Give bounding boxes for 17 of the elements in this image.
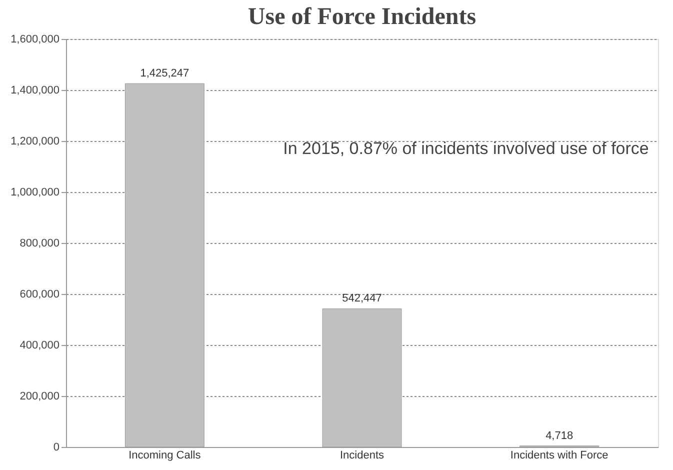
y-tick-label: 1,000,000 — [10, 186, 60, 198]
annotation: In 2015, 0.87% of incidents involved use of force — [283, 139, 649, 158]
data-label: 542,447 — [342, 292, 382, 305]
data-label: 4,718 — [546, 430, 574, 442]
chart-title: Use of Force Incidents — [248, 4, 476, 30]
y-tick-label: 800,000 — [20, 238, 60, 250]
x-tick-label: Incidents — [340, 450, 385, 462]
y-tick-label: 0 — [53, 442, 60, 454]
y-tick-label: 200,000 — [20, 390, 60, 402]
y-tick-label: 600,000 — [20, 288, 60, 300]
x-tick-label: Incoming Calls — [128, 450, 202, 462]
data-label: 1,425,247 — [140, 68, 190, 80]
y-tick-label: 1,400,000 — [10, 84, 60, 96]
y-tick-label: 400,000 — [20, 340, 60, 352]
y-tick-label: 1,600,000 — [10, 34, 60, 46]
x-tick-label: Incidents with Force — [510, 450, 608, 462]
y-tick-label: 1,200,000 — [10, 136, 60, 148]
